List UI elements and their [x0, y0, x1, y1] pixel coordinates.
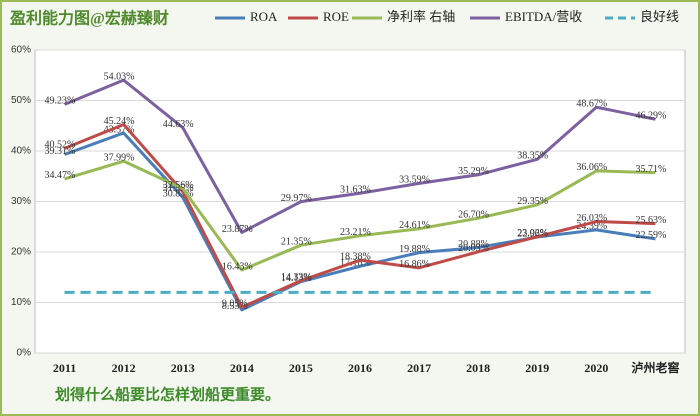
value-label: 21.35%: [281, 236, 312, 247]
x-tick-label: 2011: [53, 361, 76, 375]
series-line: [63, 78, 656, 234]
x-tick-label: 2019: [525, 361, 549, 375]
series-line: [64, 159, 656, 272]
x-tick-label: 2015: [289, 361, 313, 375]
x-tick-label: 2020: [584, 361, 608, 375]
y-tick-label: 0%: [17, 348, 32, 359]
value-label: 24.61%: [399, 220, 430, 231]
series-line: [64, 131, 656, 312]
value-label: 38.35%: [517, 151, 548, 162]
value-label: 45.24%: [104, 116, 135, 127]
y-tick-label: 60%: [11, 45, 31, 56]
value-label: 35.29%: [458, 166, 489, 177]
value-label: 54.03%: [104, 71, 135, 82]
x-tick-label: 泸州老窖: [631, 360, 679, 375]
value-label: 49.23%: [45, 96, 76, 107]
value-label: 31.95%: [163, 183, 194, 194]
value-label: 29.35%: [517, 196, 548, 207]
value-label: 26.70%: [458, 209, 489, 220]
y-tick-label: 50%: [11, 95, 31, 106]
value-label: 24.39%: [576, 221, 607, 232]
legend-label: 净利率 右轴: [387, 9, 455, 24]
value-label: 19.88%: [399, 244, 430, 255]
value-label: 23.87%: [222, 224, 253, 235]
value-label: 9.05%: [222, 299, 248, 310]
value-label: 39.31%: [45, 146, 76, 157]
y-tick-label: 10%: [11, 297, 31, 308]
value-label: 26.03%: [576, 213, 607, 224]
legend-label: 良好线: [640, 9, 679, 24]
value-label: 8.53%: [222, 301, 248, 312]
chart-title: 盈利能力图@宏赫臻财: [9, 9, 169, 28]
x-tick-label: 2017: [407, 361, 431, 375]
x-tick-label: 2012: [112, 361, 136, 375]
value-label: 20.03%: [458, 243, 489, 254]
x-tick-label: 2016: [348, 361, 372, 375]
value-label: 16.43%: [222, 261, 253, 272]
value-label: 29.97%: [281, 193, 312, 204]
legend-label: ROA: [250, 9, 278, 24]
y-tick-label: 40%: [11, 146, 31, 157]
value-label: 40.52%: [45, 140, 76, 151]
y-tick-label: 30%: [11, 196, 31, 207]
value-label: 48.67%: [576, 99, 607, 110]
value-label: 18.38%: [340, 251, 371, 262]
x-tick-label: 2014: [230, 361, 254, 375]
value-label: 30.83%: [163, 189, 194, 200]
value-label: 33.59%: [399, 175, 430, 186]
legend-label: EBITDA/营收: [505, 9, 582, 24]
value-label: 44.63%: [163, 119, 194, 130]
value-label: 16.86%: [399, 259, 430, 270]
value-label: 35.71%: [635, 164, 666, 175]
x-tick-label: 2013: [171, 361, 195, 375]
value-label: 23.21%: [340, 227, 371, 238]
value-label: 46.29%: [635, 111, 666, 122]
series-line: [63, 123, 656, 309]
value-label: 36.06%: [576, 162, 607, 173]
value-label: 22.59%: [635, 230, 666, 241]
value-label: 14.13%: [281, 273, 312, 284]
value-label: 23.02%: [517, 228, 548, 239]
value-label: 25.63%: [635, 215, 666, 226]
value-label: 14.33%: [281, 272, 312, 283]
x-tick-label: 2018: [466, 361, 490, 375]
value-label: 20.88%: [458, 239, 489, 250]
value-label: 32.56%: [163, 180, 194, 191]
value-label: 31.63%: [340, 185, 371, 196]
value-label: 37.99%: [104, 152, 135, 163]
value-label: 34.47%: [45, 170, 76, 181]
value-label: 43.57%: [104, 124, 135, 135]
footer: 划得什么船要比怎样划船更重要。: [55, 385, 280, 403]
legend-label: ROE: [323, 9, 349, 24]
y-tick-label: 20%: [11, 247, 31, 258]
value-label: 22.96%: [517, 228, 548, 239]
